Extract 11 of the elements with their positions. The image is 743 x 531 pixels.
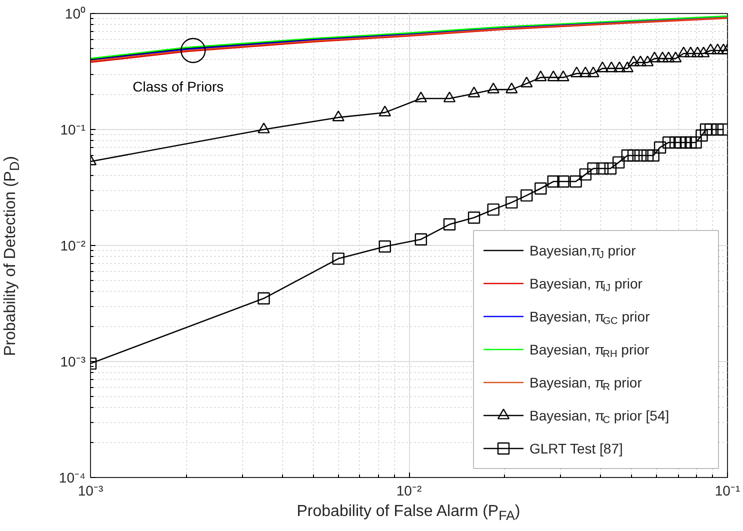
y-tick-label: 10⁻⁴ — [58, 470, 86, 486]
annotation: Class of Priors — [132, 78, 224, 94]
y-tick-label: 10⁰ — [64, 6, 86, 22]
x-tick-label: 10⁻³ — [78, 482, 104, 498]
x-tick-label: 10⁻¹ — [714, 482, 740, 498]
y-tick-label: 10⁻² — [60, 238, 86, 254]
y-tick-label: 10⁻¹ — [60, 122, 86, 138]
x-tick-label: 10⁻² — [396, 482, 422, 498]
y-tick-label: 10⁻³ — [60, 354, 86, 370]
legend-label: GLRT Test [87] — [530, 440, 623, 456]
x-axis-title: Probability of False Alarm (P$_{FA}$) — [296, 502, 520, 526]
